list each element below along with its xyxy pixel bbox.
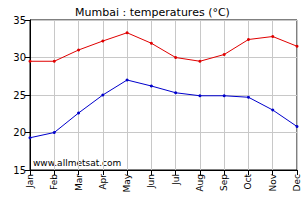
svg-text:Apr: Apr — [98, 174, 108, 190]
svg-text:Aug: Aug — [195, 174, 205, 192]
svg-text:Jul: Jul — [171, 174, 181, 186]
svg-text:Nov: Nov — [268, 173, 278, 191]
svg-text:Jan: Jan — [25, 174, 35, 189]
svg-text:May: May — [122, 173, 132, 192]
svg-text:15: 15 — [13, 165, 26, 176]
svg-text:www.allmetsat.com: www.allmetsat.com — [33, 158, 121, 168]
svg-text:Oct: Oct — [243, 174, 253, 190]
svg-text:Jun: Jun — [146, 174, 156, 189]
svg-text:Sep: Sep — [219, 174, 229, 191]
svg-text:25: 25 — [13, 90, 26, 101]
svg-text:35: 35 — [13, 15, 26, 26]
svg-text:Dec: Dec — [292, 174, 302, 191]
svg-text:Feb: Feb — [49, 174, 59, 190]
svg-text:30: 30 — [13, 52, 26, 63]
svg-text:20: 20 — [13, 127, 26, 138]
svg-text:Mumbai : temperatures (°C): Mumbai : temperatures (°C) — [75, 6, 230, 19]
svg-text:Mar: Mar — [74, 174, 84, 191]
